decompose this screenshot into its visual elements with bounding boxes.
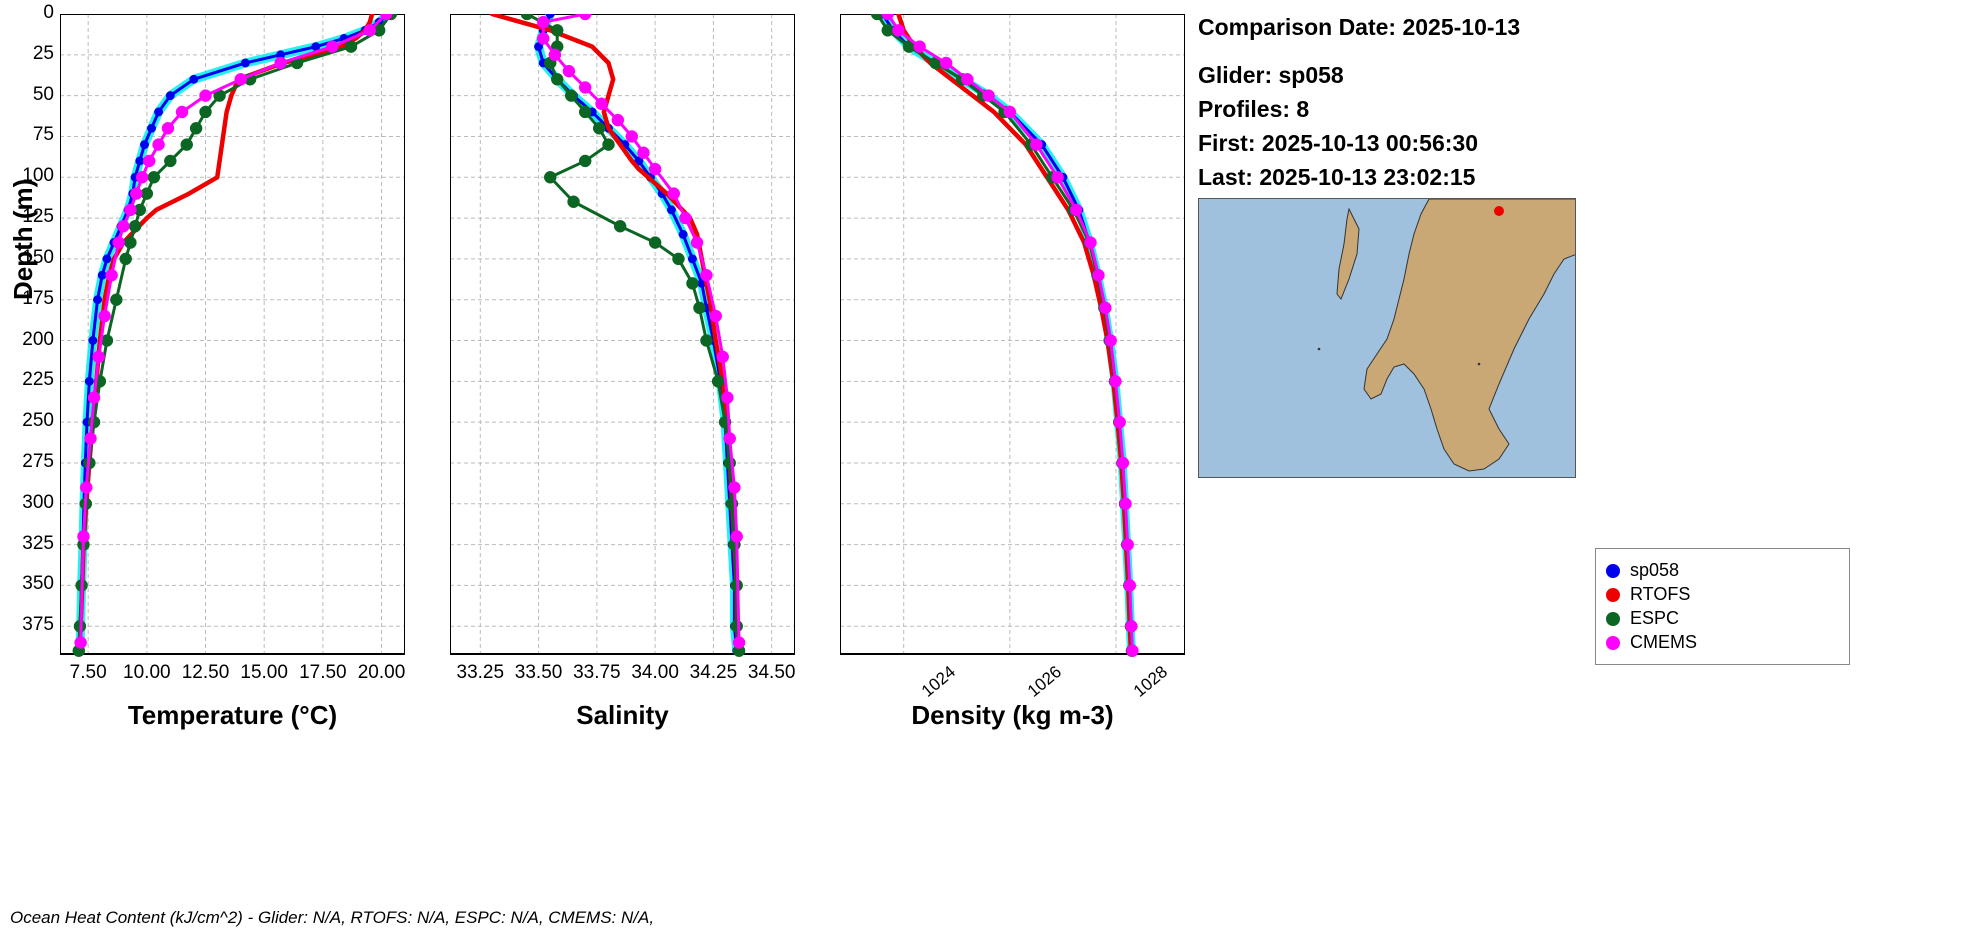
glider-location-marker[interactable] xyxy=(1494,206,1504,216)
rtofs-legend-marker xyxy=(1606,588,1620,602)
ytick-225: 225 xyxy=(6,369,54,391)
salinity-panel: 33.25 33.50 33.75 34.00 34.25 34.50 xyxy=(450,14,795,654)
xtick-33.75: 33.75 xyxy=(569,662,625,684)
ytick-150: 150 xyxy=(6,247,54,269)
legend-item-cmems[interactable]: CMEMS xyxy=(1606,632,1839,653)
salinity-chart-svg[interactable] xyxy=(450,14,795,674)
last-text: Last: 2025-10-13 23:02:15 xyxy=(1198,160,1520,194)
cmems-legend-label: CMEMS xyxy=(1630,632,1697,653)
density-xlabel: Density (kg m-3) xyxy=(840,700,1185,731)
glider-text: Glider: sp058 xyxy=(1198,58,1520,92)
rtofs-legend-label: RTOFS xyxy=(1630,584,1690,605)
salinity-xlabel: Salinity xyxy=(450,700,795,731)
xtick-15: 15.00 xyxy=(236,662,292,684)
temperature-xlabel: Temperature (°C) xyxy=(60,700,405,731)
cmems-legend-marker xyxy=(1606,636,1620,650)
map-svg xyxy=(1199,199,1576,478)
xtick-34.5: 34.50 xyxy=(744,662,800,684)
depth-axis-label: Depth (m) xyxy=(8,179,39,300)
xtick-33.25: 33.25 xyxy=(452,662,508,684)
xtick-33.5: 33.50 xyxy=(511,662,567,684)
sp058-legend-marker xyxy=(1606,564,1620,578)
comparison-date-text: Comparison Date: 2025-10-13 xyxy=(1198,10,1520,44)
map-panel[interactable]: 125°W120°W115°W110°W105°W100°W95°W 10°N1… xyxy=(1198,198,1576,478)
legend-item-sp058[interactable]: sp058 xyxy=(1606,560,1839,581)
ytick-175: 175 xyxy=(6,288,54,310)
xtick-34.25: 34.25 xyxy=(685,662,741,684)
ytick-325: 325 xyxy=(6,533,54,555)
xtick-10: 10.00 xyxy=(119,662,175,684)
xtick-20: 20.00 xyxy=(354,662,410,684)
density-panel: 1024 1026 1028 xyxy=(840,14,1185,654)
xtick-17.5: 17.50 xyxy=(295,662,351,684)
legend-item-espc[interactable]: ESPC xyxy=(1606,608,1839,629)
espc-legend-marker xyxy=(1606,612,1620,626)
ytick-25: 25 xyxy=(6,43,54,65)
profiles-text: Profiles: 8 xyxy=(1198,92,1520,126)
ytick-275: 275 xyxy=(6,451,54,473)
temperature-panel: 0 25 50 75 100 125 150 175 200 225 250 275 300 325 350… xyxy=(60,14,405,654)
ytick-200: 200 xyxy=(6,329,54,351)
ytick-100: 100 xyxy=(6,165,54,187)
ytick-125: 125 xyxy=(6,206,54,228)
legend-box[interactable]: sp058 RTOFS ESPC CMEMS xyxy=(1595,548,1850,665)
info-block: Comparison Date: 2025-10-13 Glider: sp05… xyxy=(1198,10,1520,228)
ocean-heat-content-caption: Ocean Heat Content (kJ/cm^2) - Glider: N… xyxy=(10,908,654,928)
density-chart-svg[interactable] xyxy=(840,14,1185,674)
ytick-375: 375 xyxy=(6,614,54,636)
xtick-34: 34.00 xyxy=(627,662,683,684)
sp058-legend-label: sp058 xyxy=(1630,560,1679,581)
first-text: First: 2025-10-13 00:56:30 xyxy=(1198,126,1520,160)
ytick-50: 50 xyxy=(6,84,54,106)
espc-legend-label: ESPC xyxy=(1630,608,1679,629)
temperature-chart-svg[interactable] xyxy=(60,14,405,674)
ytick-250: 250 xyxy=(6,410,54,432)
ytick-300: 300 xyxy=(6,492,54,514)
ytick-75: 75 xyxy=(6,124,54,146)
xtick-12.5: 12.50 xyxy=(178,662,234,684)
ytick-350: 350 xyxy=(6,573,54,595)
ytick-0: 0 xyxy=(6,2,54,24)
legend-item-rtofs[interactable]: RTOFS xyxy=(1606,584,1839,605)
xtick-7.5: 7.50 xyxy=(60,662,116,684)
